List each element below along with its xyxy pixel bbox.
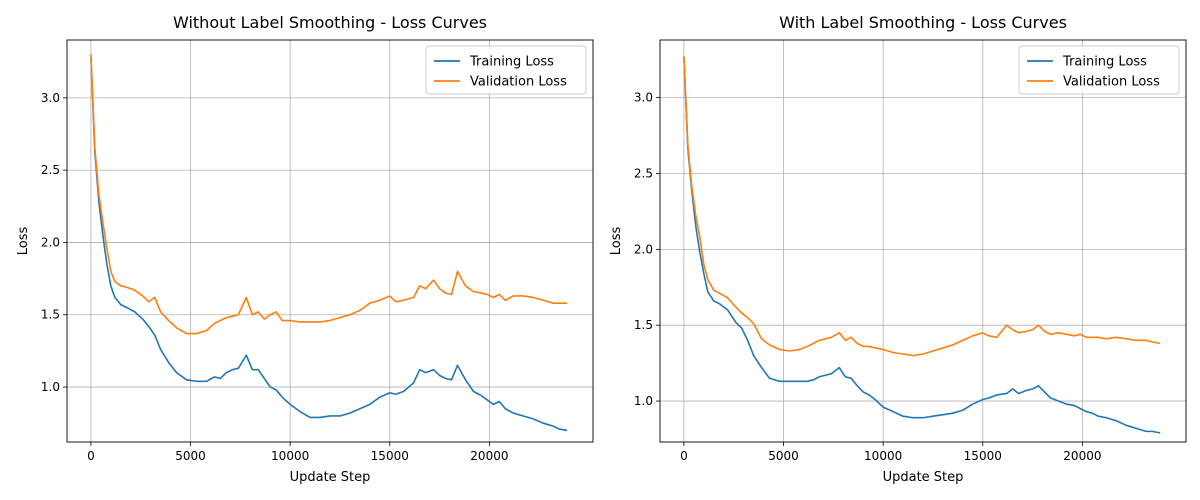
y-tick-label: 1.0 — [634, 394, 653, 408]
y-axis-label: Loss — [16, 227, 31, 256]
x-tick-label: 15000 — [371, 449, 409, 463]
x-axis-label: Update Step — [883, 470, 964, 485]
y-tick-label: 1.5 — [41, 308, 60, 322]
legend-label-training-loss: Training Loss — [469, 55, 554, 70]
x-tick-label: 20000 — [1063, 449, 1101, 463]
y-tick-label: 3.0 — [634, 91, 653, 105]
plot-frame — [659, 39, 1187, 443]
y-tick-label: 1.0 — [41, 380, 60, 394]
series-line-validation-loss — [90, 54, 568, 335]
legend: Training Loss Validation Loss — [1018, 45, 1180, 95]
legend-box — [1018, 45, 1180, 95]
series-line-training-loss — [683, 56, 1161, 434]
legend-label-validation-loss: Validation Loss — [470, 75, 567, 90]
chart-title: Without Label Smoothing - Loss Curves — [173, 13, 487, 32]
legend: Training Loss Validation Loss — [425, 45, 587, 95]
plot-frame — [66, 39, 594, 443]
y-tick-label: 3.0 — [41, 91, 60, 105]
x-tick-label: 20000 — [470, 449, 508, 463]
chart-title: With Label Smoothing - Loss Curves — [779, 13, 1067, 32]
x-tick-label: 0 — [87, 449, 95, 463]
x-tick-label: 5000 — [768, 449, 799, 463]
y-tick-label: 2.0 — [634, 242, 653, 256]
chart-panel-1: 0 5000 10000 15000 20000 1.0 1.5 2.0 2.5 3.0 Witho… — [16, 13, 594, 485]
y-tick-label: 1.5 — [634, 318, 653, 332]
series-line-training-loss — [90, 57, 568, 432]
y-axis-label: Loss — [609, 227, 624, 256]
x-tick-label: 0 — [680, 449, 688, 463]
series-line-validation-loss — [683, 56, 1161, 357]
legend-label-training-loss: Training Loss — [1062, 55, 1147, 70]
x-tick-label: 15000 — [964, 449, 1002, 463]
chart-panel-2: 0 5000 10000 15000 20000 1.0 1.5 2.0 2.5 3.0 With … — [609, 13, 1187, 485]
x-tick-label: 5000 — [175, 449, 206, 463]
legend-box — [425, 45, 587, 95]
x-tick-label: 10000 — [271, 449, 309, 463]
y-tick-label: 2.5 — [41, 163, 60, 177]
y-tick-label: 2.0 — [41, 235, 60, 249]
x-tick-label: 10000 — [864, 449, 902, 463]
y-tick-label: 2.5 — [634, 166, 653, 180]
x-axis-label: Update Step — [290, 470, 371, 485]
legend-label-validation-loss: Validation Loss — [1063, 75, 1160, 90]
